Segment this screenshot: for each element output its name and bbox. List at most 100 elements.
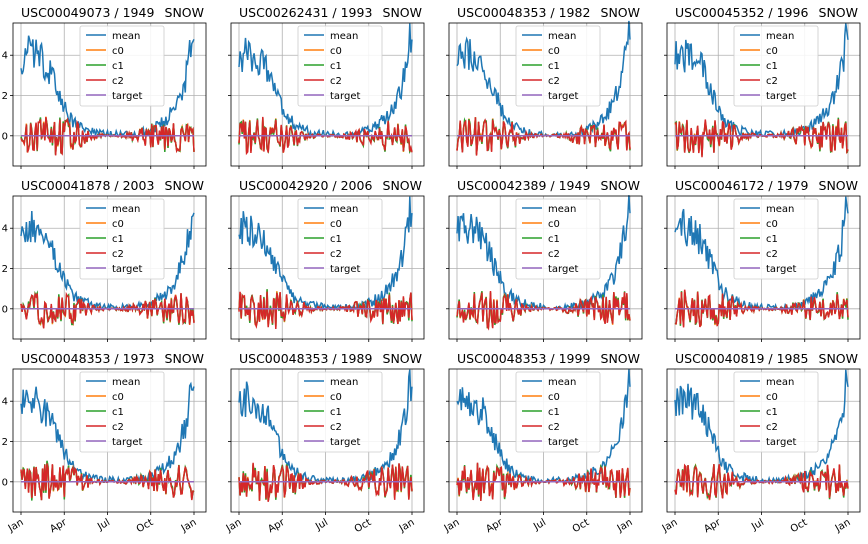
subplot-3: USC00048353 / 1982 SNOW mean c0 c1 c2 target bbox=[446, 5, 643, 169]
subplot-title-right: SNOW bbox=[819, 5, 858, 20]
axes-frame bbox=[448, 195, 643, 340]
legend: mean c0 c1 c2 target bbox=[297, 25, 383, 107]
x-tick-label: Jan bbox=[833, 517, 853, 535]
legend-label-c2: c2 bbox=[112, 422, 124, 433]
legend-label-target: target bbox=[330, 264, 360, 275]
legend-label-c0: c0 bbox=[330, 46, 342, 57]
legend-label-c2: c2 bbox=[766, 249, 778, 260]
series-mean-line bbox=[20, 35, 195, 138]
subplot-title: USC00042920 / 2006 bbox=[239, 178, 372, 193]
subplot-title: USC00049073 / 1949 bbox=[21, 5, 154, 20]
x-tick-label: Jan bbox=[660, 517, 680, 535]
legend-label-c2: c2 bbox=[330, 76, 342, 87]
subplot-4: USC00045352 / 1996 SNOW mean c0 c1 c2 target bbox=[664, 5, 861, 169]
subplot-title-right: SNOW bbox=[601, 351, 640, 366]
axes-frame bbox=[666, 22, 861, 167]
x-tick-label: Jan bbox=[615, 517, 635, 535]
legend-label-c1: c1 bbox=[330, 61, 342, 72]
subplot-2: USC00262431 / 1993 SNOW mean c0 c1 c2 target bbox=[228, 5, 425, 169]
legend-label-target: target bbox=[548, 91, 578, 102]
x-tick-label: Apr bbox=[48, 517, 69, 536]
subplot-title: USC00262431 / 1993 bbox=[239, 5, 372, 20]
legend-box bbox=[79, 25, 165, 107]
series-mean-line bbox=[20, 210, 195, 312]
x-tick-label: Jul bbox=[313, 517, 330, 533]
subplot-10: USC00048353 / 1989 SNOW Jan Apr Jul Oct Jan mea… bbox=[224, 351, 425, 535]
x-tick-label: Oct bbox=[135, 517, 156, 535]
legend-label-target: target bbox=[766, 91, 796, 102]
axes-frame bbox=[666, 195, 861, 340]
legend: mean c0 c1 c2 target bbox=[733, 25, 819, 107]
legend-label-target: target bbox=[766, 437, 796, 448]
x-tick-label: Jan bbox=[397, 517, 417, 535]
legend-label-c0: c0 bbox=[766, 46, 778, 57]
legend-label-mean: mean bbox=[766, 31, 794, 42]
legend-label-c1: c1 bbox=[548, 61, 560, 72]
subplot-title: USC00048353 / 1989 bbox=[239, 351, 372, 366]
axes-frame bbox=[12, 22, 207, 167]
legend-label-mean: mean bbox=[548, 204, 576, 215]
legend-label-c1: c1 bbox=[330, 407, 342, 418]
legend: mean c0 c1 c2 target bbox=[79, 25, 165, 107]
legend: mean c0 c1 c2 target bbox=[733, 371, 819, 453]
legend-label-c1: c1 bbox=[766, 407, 778, 418]
y-tick-label: 0 bbox=[2, 477, 8, 488]
legend-label-c1: c1 bbox=[112, 61, 124, 72]
subplot-title-right: SNOW bbox=[819, 178, 858, 193]
subplot-title-right: SNOW bbox=[601, 5, 640, 20]
subplot-title: USC00048353 / 1973 bbox=[21, 351, 154, 366]
legend-label-target: target bbox=[112, 264, 142, 275]
legend-label-c0: c0 bbox=[548, 219, 560, 230]
legend-label-c1: c1 bbox=[548, 234, 560, 245]
subplot-1: USC00049073 / 1949 SNOW 0 2 4 mean c0 c1 c2 targe… bbox=[2, 5, 207, 169]
x-tick-label: Jan bbox=[224, 517, 244, 535]
subplot-7: USC00042389 / 1949 SNOW mean c0 c1 c2 target bbox=[446, 178, 643, 342]
legend: mean c0 c1 c2 target bbox=[733, 198, 819, 280]
legend-label-mean: mean bbox=[766, 377, 794, 388]
legend-label-mean: mean bbox=[330, 204, 358, 215]
subplot-title: USC00046172 / 1979 bbox=[675, 178, 808, 193]
legend-label-c1: c1 bbox=[766, 61, 778, 72]
subplot-title: USC00040819 / 1985 bbox=[675, 351, 808, 366]
legend-label-c1: c1 bbox=[112, 407, 124, 418]
legend-box bbox=[733, 25, 819, 107]
legend-label-target: target bbox=[548, 264, 578, 275]
x-tick-label: Oct bbox=[353, 517, 374, 535]
legend-label-target: target bbox=[548, 437, 578, 448]
axes-frame bbox=[12, 368, 207, 513]
subplot-11: USC00048353 / 1999 SNOW Jan Apr Jul Oct Jan mea… bbox=[442, 351, 643, 535]
x-tick-label: Jan bbox=[442, 517, 462, 535]
legend-label-mean: mean bbox=[330, 377, 358, 388]
legend-label-target: target bbox=[112, 437, 142, 448]
legend-label-c0: c0 bbox=[766, 219, 778, 230]
x-tick-label: Oct bbox=[789, 517, 810, 535]
legend-box bbox=[515, 371, 601, 453]
x-tick-label: Jul bbox=[749, 517, 766, 533]
axes-frame bbox=[230, 195, 425, 340]
legend-box bbox=[297, 25, 383, 107]
legend-label-c2: c2 bbox=[112, 76, 124, 87]
legend-label-c1: c1 bbox=[548, 407, 560, 418]
legend-label-target: target bbox=[766, 264, 796, 275]
legend-label-c1: c1 bbox=[112, 234, 124, 245]
legend-label-mean: mean bbox=[548, 377, 576, 388]
subplot-12: USC00040819 / 1985 SNOW Jan Apr Jul Oct Jan mea… bbox=[660, 351, 861, 535]
legend-box bbox=[733, 198, 819, 280]
legend-label-c2: c2 bbox=[548, 422, 560, 433]
legend: mean c0 c1 c2 target bbox=[515, 371, 601, 453]
legend-label-c1: c1 bbox=[330, 234, 342, 245]
legend-label-c2: c2 bbox=[548, 76, 560, 87]
legend-label-c0: c0 bbox=[112, 392, 124, 403]
subplot-title: USC00041878 / 2003 bbox=[21, 178, 154, 193]
x-tick-label: Jan bbox=[179, 517, 199, 535]
axes-frame bbox=[666, 368, 861, 513]
series-mean-line bbox=[674, 196, 849, 312]
legend: mean c0 c1 c2 target bbox=[515, 25, 601, 107]
legend-label-target: target bbox=[330, 437, 360, 448]
legend-label-c0: c0 bbox=[112, 46, 124, 57]
legend-label-c0: c0 bbox=[112, 219, 124, 230]
subplot-title-right: SNOW bbox=[383, 351, 422, 366]
subplot-title-right: SNOW bbox=[165, 178, 204, 193]
series-mean-line bbox=[456, 195, 631, 312]
